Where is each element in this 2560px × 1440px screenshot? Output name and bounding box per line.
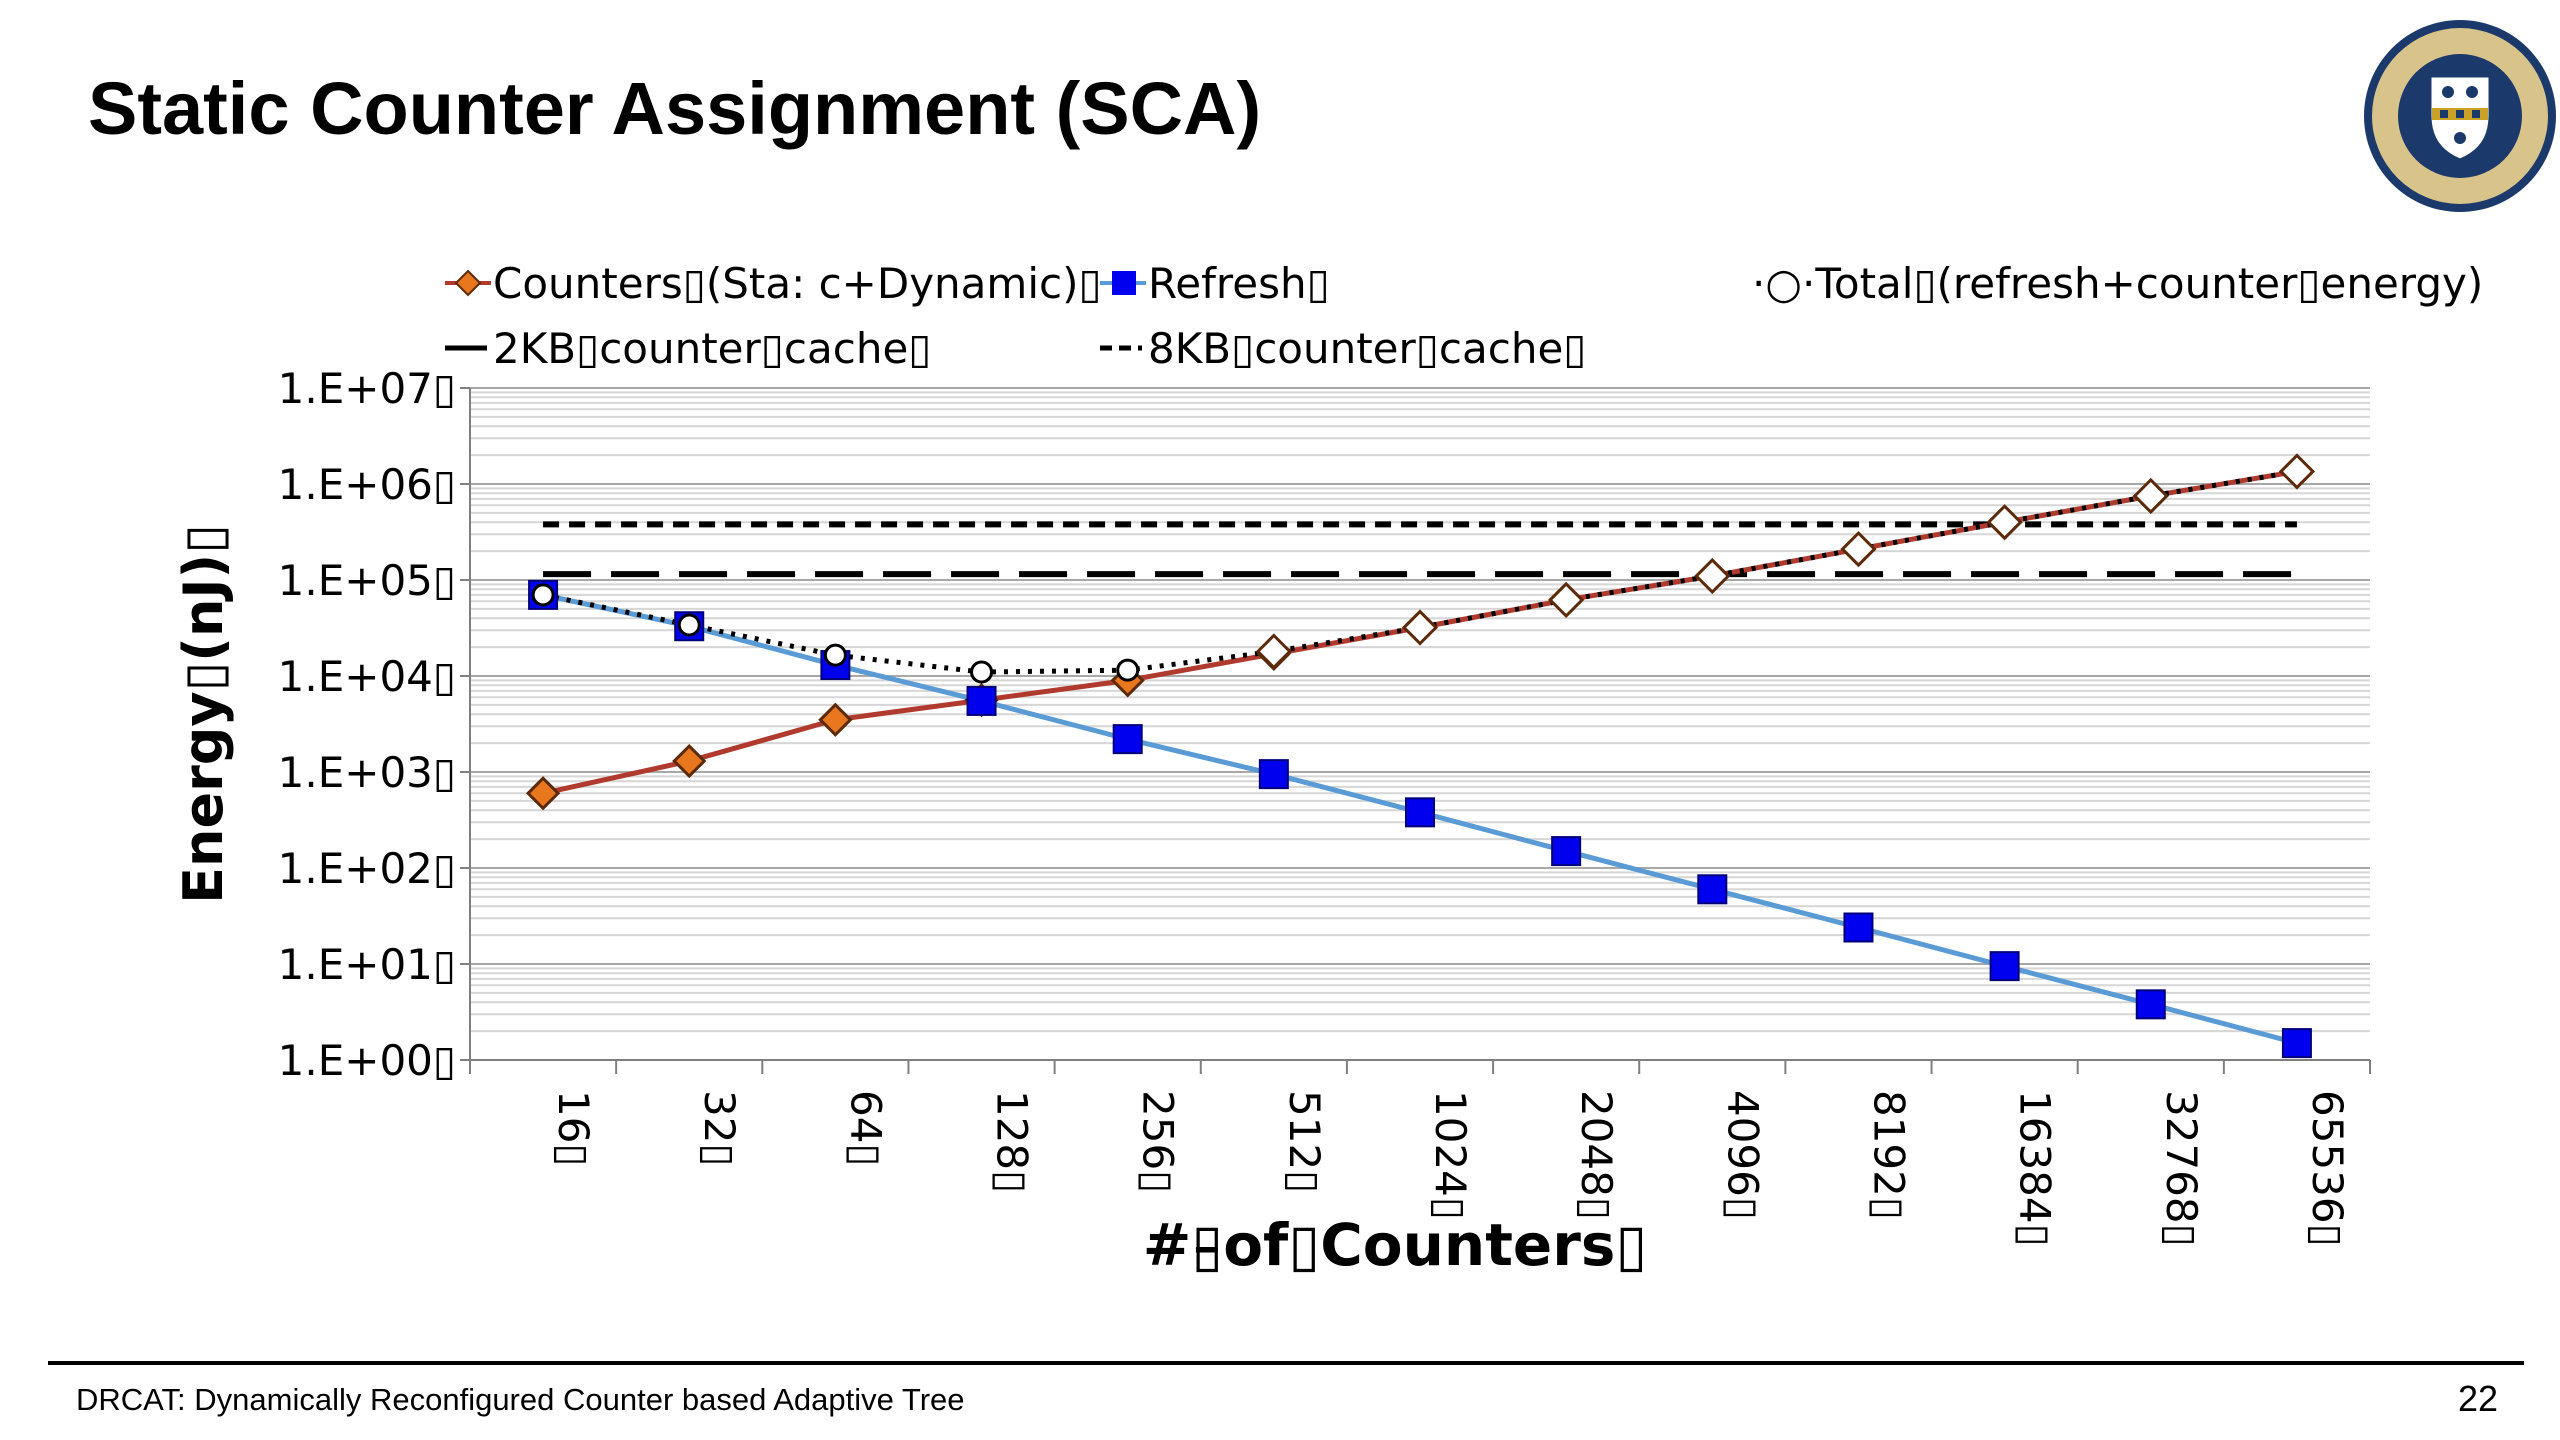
y-tick-label: 1.E+07▯ (278, 364, 456, 413)
total-marker (531, 583, 555, 607)
total-marker (823, 643, 847, 667)
legend-item: 2KB▯counter▯cache▯ (445, 324, 931, 373)
x-tick-label: 4096▯ (1718, 1090, 1767, 1220)
x-axis-title: #▯̵of▯Counters▯ (1143, 1211, 1648, 1279)
footer-divider (48, 1361, 2524, 1365)
x-tick-label: 128▯ (988, 1090, 1037, 1193)
y-tick-label: 1.E+06▯ (278, 460, 456, 509)
legend-label: 8KB▯counter▯cache▯ (1148, 324, 1586, 373)
x-tick-label: 1024▯ (1426, 1090, 1475, 1220)
x-tick-label: 65536▯ (2303, 1090, 2352, 1247)
refresh-marker (2281, 1028, 2312, 1059)
y-axis-title: Energy▯(nJ)▯ (172, 524, 235, 904)
legend-label: 2KB▯counter▯cache▯ (493, 324, 931, 373)
counters-marker (672, 743, 707, 779)
refresh-marker (1405, 797, 1435, 828)
total-marker (1840, 530, 1877, 568)
legend-label: Refresh▯ (1148, 259, 1330, 308)
y-tick-label: 1.E+01▯ (278, 940, 456, 989)
total-marker (970, 660, 994, 684)
total-marker (1116, 658, 1140, 682)
refresh-marker (2135, 989, 2166, 1020)
y-tick-label: 1.E+02▯ (278, 844, 456, 893)
legend-item: ·○·Total▯(refresh+counter▯energy) (1752, 259, 2483, 308)
total-marker (1255, 633, 1292, 670)
refresh-marker (1697, 874, 1728, 905)
x-tick-label: 256▯ (1134, 1090, 1183, 1193)
refresh-marker (966, 685, 997, 716)
x-tick-label: 8192▯ (1864, 1090, 1913, 1220)
legend-label: Counters▯(Sta: c+Dynamic)▯ (493, 259, 1102, 308)
page-number: 22 (2457, 1378, 2498, 1419)
legend-square-marker (1112, 271, 1136, 295)
x-tick-label: 512▯ (1280, 1090, 1329, 1193)
refresh-marker (1989, 951, 2020, 982)
total-marker (1986, 504, 2023, 541)
x-tick-label: 2048▯ (1572, 1090, 1621, 1220)
refresh-marker (1551, 836, 1582, 867)
counters-marker (525, 776, 561, 811)
legend-label: ·○·Total▯(refresh+counter▯energy) (1752, 259, 2483, 308)
legend-diamond-marker (454, 269, 482, 297)
x-tick-label: 64▯ (841, 1090, 890, 1167)
legend-item: Counters▯(Sta: c+Dynamic)▯ (445, 259, 1102, 308)
y-tick-label: 1.E+04▯ (278, 652, 456, 701)
total-marker (1401, 609, 1439, 646)
total-marker (1694, 557, 1731, 595)
total-marker (1548, 581, 1585, 619)
slide-title: Static Counter Assignment (SCA) (88, 67, 1262, 150)
x-tick-label: 32768▯ (2157, 1090, 2206, 1247)
x-tick-label: 32▯ (695, 1090, 744, 1167)
refresh-marker (1112, 724, 1143, 755)
x-tick-label: 16384▯ (2011, 1090, 2060, 1247)
y-tick-label: 1.E+05▯ (278, 556, 456, 605)
footer-caption: DRCAT: Dynamically Reconfigured Counter … (76, 1382, 965, 1417)
x-tick-label: 16▯ (549, 1090, 598, 1167)
legend-item: 8KB▯counter▯cache▯ (1100, 324, 1586, 373)
refresh-marker (1843, 912, 1874, 943)
legend-item: Refresh▯ (1100, 259, 1330, 308)
total-marker (2132, 477, 2169, 515)
refresh-marker (1258, 759, 1289, 790)
total-marker (677, 613, 701, 637)
university-seal-logo (2364, 20, 2556, 212)
total-marker (2278, 453, 2316, 490)
y-tick-label: 1.E+03▯ (278, 748, 456, 797)
counters-marker (818, 702, 853, 737)
y-tick-label: 1.E+00▯ (278, 1036, 456, 1085)
